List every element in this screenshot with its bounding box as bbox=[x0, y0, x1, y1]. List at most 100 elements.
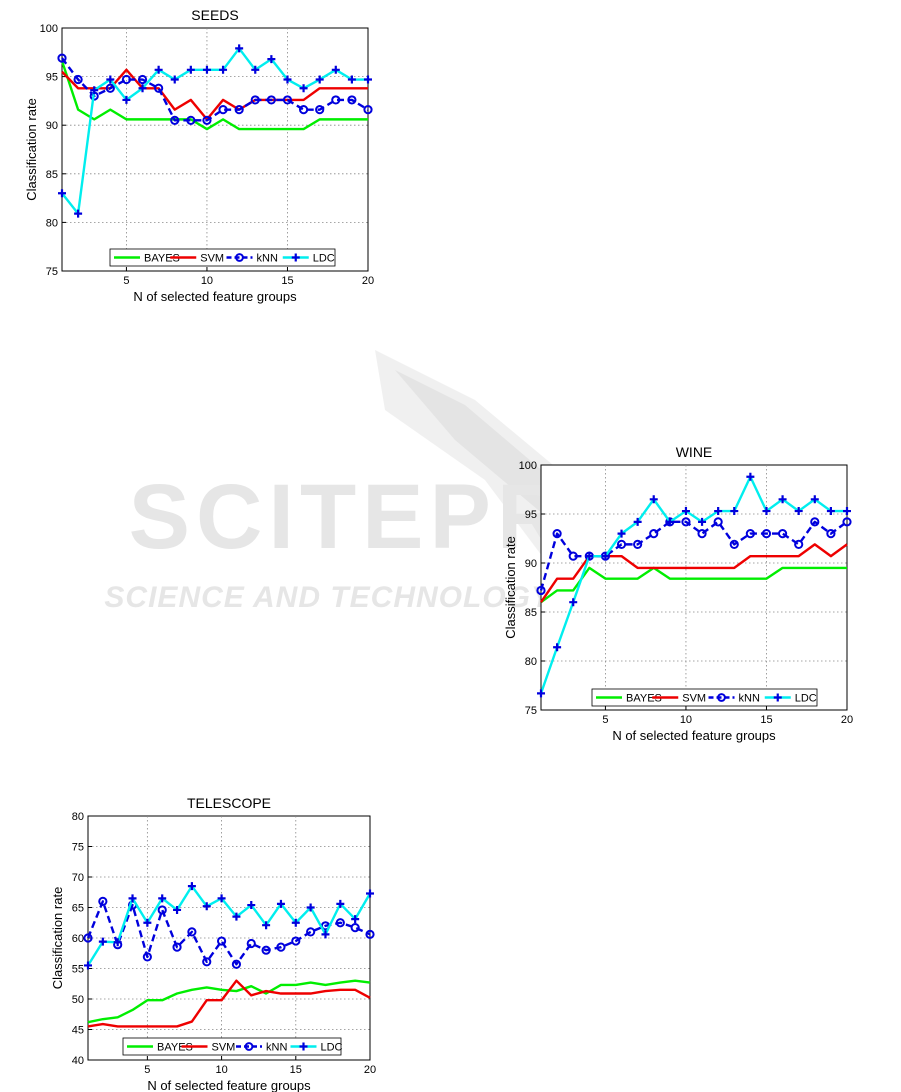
data-point-ldc bbox=[364, 75, 372, 84]
data-point-ldc bbox=[366, 889, 374, 898]
data-point-ldc bbox=[746, 472, 755, 481]
legend-marker-ldc bbox=[773, 693, 782, 702]
data-point-ldc bbox=[762, 507, 771, 516]
y-tick-label: 75 bbox=[525, 705, 537, 717]
x-tick-label: 5 bbox=[144, 1064, 150, 1076]
legend-label-svm: SVM bbox=[212, 1042, 236, 1054]
data-point-ldc bbox=[665, 517, 674, 526]
data-point-knn bbox=[306, 927, 316, 937]
x-tick-label: 15 bbox=[281, 275, 293, 287]
data-point-knn bbox=[234, 105, 244, 115]
data-point-knn bbox=[57, 53, 67, 63]
data-point-ldc bbox=[347, 75, 356, 84]
data-point-knn bbox=[298, 105, 309, 115]
data-point-knn bbox=[216, 936, 227, 946]
series-line-knn bbox=[86, 900, 371, 966]
legend-marker-knn bbox=[244, 1042, 254, 1051]
legend-label-svm: SVM bbox=[682, 693, 706, 705]
data-point-knn bbox=[186, 115, 196, 125]
plot-area bbox=[540, 464, 848, 711]
legend-marker-knn bbox=[717, 693, 726, 702]
y-tick-label: 45 bbox=[72, 1025, 84, 1037]
data-point-ldc bbox=[617, 529, 626, 538]
data-point-knn bbox=[291, 936, 301, 946]
legend-marker-ldc bbox=[299, 1042, 308, 1051]
series-bayes bbox=[60, 60, 368, 131]
y-tick-label: 75 bbox=[72, 842, 84, 854]
data-point-knn bbox=[154, 83, 164, 93]
x-tick-label: 15 bbox=[760, 714, 772, 726]
data-point-ldc bbox=[202, 65, 211, 74]
data-point-knn bbox=[568, 551, 578, 561]
legend-label-ldc: LDC bbox=[313, 253, 335, 265]
x-tick-label: 10 bbox=[680, 714, 692, 726]
series-line-ldc bbox=[61, 47, 368, 215]
legend: BAYES SVM kNN LDC bbox=[109, 248, 336, 267]
legend-label-knn: kNN bbox=[266, 1042, 287, 1054]
y-tick-label: 65 bbox=[72, 903, 84, 915]
data-point-knn bbox=[745, 529, 755, 539]
data-point-knn bbox=[331, 95, 341, 105]
data-point-ldc bbox=[158, 894, 167, 903]
data-point-knn bbox=[170, 115, 180, 125]
series-knn bbox=[57, 53, 373, 125]
data-point-knn bbox=[266, 95, 276, 105]
data-point-ldc bbox=[113, 938, 122, 947]
data-point-knn bbox=[363, 105, 373, 115]
x-tick-label: 5 bbox=[602, 714, 608, 726]
data-point-knn bbox=[276, 942, 286, 952]
data-point-ldc bbox=[186, 65, 195, 74]
data-point-knn bbox=[350, 923, 360, 933]
y-axis-label: Classification rate bbox=[24, 98, 39, 201]
data-point-knn bbox=[73, 74, 83, 85]
chart-title: SEEDS bbox=[191, 7, 238, 23]
data-point-ldc bbox=[351, 915, 360, 924]
data-point-knn bbox=[315, 105, 325, 115]
y-tick-label: 75 bbox=[46, 266, 58, 278]
data-point-ldc bbox=[122, 95, 131, 104]
grid bbox=[541, 464, 848, 711]
data-point-knn bbox=[633, 539, 643, 549]
data-point-knn bbox=[842, 517, 852, 527]
x-tick-label: 10 bbox=[201, 275, 213, 287]
y-tick-label: 80 bbox=[72, 811, 84, 823]
data-point-ldc bbox=[778, 495, 787, 504]
data-point-knn bbox=[552, 529, 562, 539]
data-point-ldc bbox=[106, 75, 115, 84]
data-point-ldc bbox=[633, 517, 642, 526]
data-point-knn bbox=[713, 517, 723, 527]
data-point-ldc bbox=[537, 689, 545, 698]
data-point-ldc bbox=[321, 930, 330, 939]
data-point-knn bbox=[250, 95, 260, 105]
data-point-knn bbox=[172, 942, 182, 952]
data-point-knn bbox=[810, 517, 820, 527]
data-point-ldc bbox=[235, 44, 244, 53]
data-point-ldc bbox=[173, 905, 182, 914]
data-point-ldc bbox=[730, 507, 739, 516]
series-line-bayes bbox=[540, 566, 847, 604]
legend-label-bayes: BAYES bbox=[626, 693, 662, 705]
data-point-ldc bbox=[585, 552, 594, 561]
x-axis-label: N of selected feature groups bbox=[133, 289, 297, 304]
data-point-ldc bbox=[714, 507, 723, 516]
legend-label-knn: kNN bbox=[739, 693, 760, 705]
data-point-knn bbox=[536, 585, 546, 596]
data-point-ldc bbox=[170, 75, 179, 84]
data-point-ldc bbox=[306, 903, 315, 912]
x-tick-label: 15 bbox=[290, 1064, 302, 1076]
y-tick-label: 50 bbox=[72, 994, 84, 1006]
y-tick-label: 95 bbox=[525, 509, 537, 521]
legend-label-bayes: BAYES bbox=[157, 1042, 193, 1054]
x-tick-label: 20 bbox=[841, 714, 853, 726]
data-point-ldc bbox=[219, 65, 228, 74]
data-point-ldc bbox=[84, 961, 92, 970]
series-svm bbox=[87, 979, 371, 1028]
data-point-knn bbox=[697, 529, 707, 539]
data-point-ldc bbox=[267, 55, 276, 64]
series-line-svm bbox=[87, 979, 371, 1028]
y-tick-label: 40 bbox=[72, 1055, 84, 1067]
data-point-knn bbox=[157, 905, 167, 915]
legend-label-knn: kNN bbox=[257, 253, 278, 265]
data-point-ldc bbox=[569, 598, 578, 607]
legend-label-bayes: BAYES bbox=[144, 253, 180, 265]
